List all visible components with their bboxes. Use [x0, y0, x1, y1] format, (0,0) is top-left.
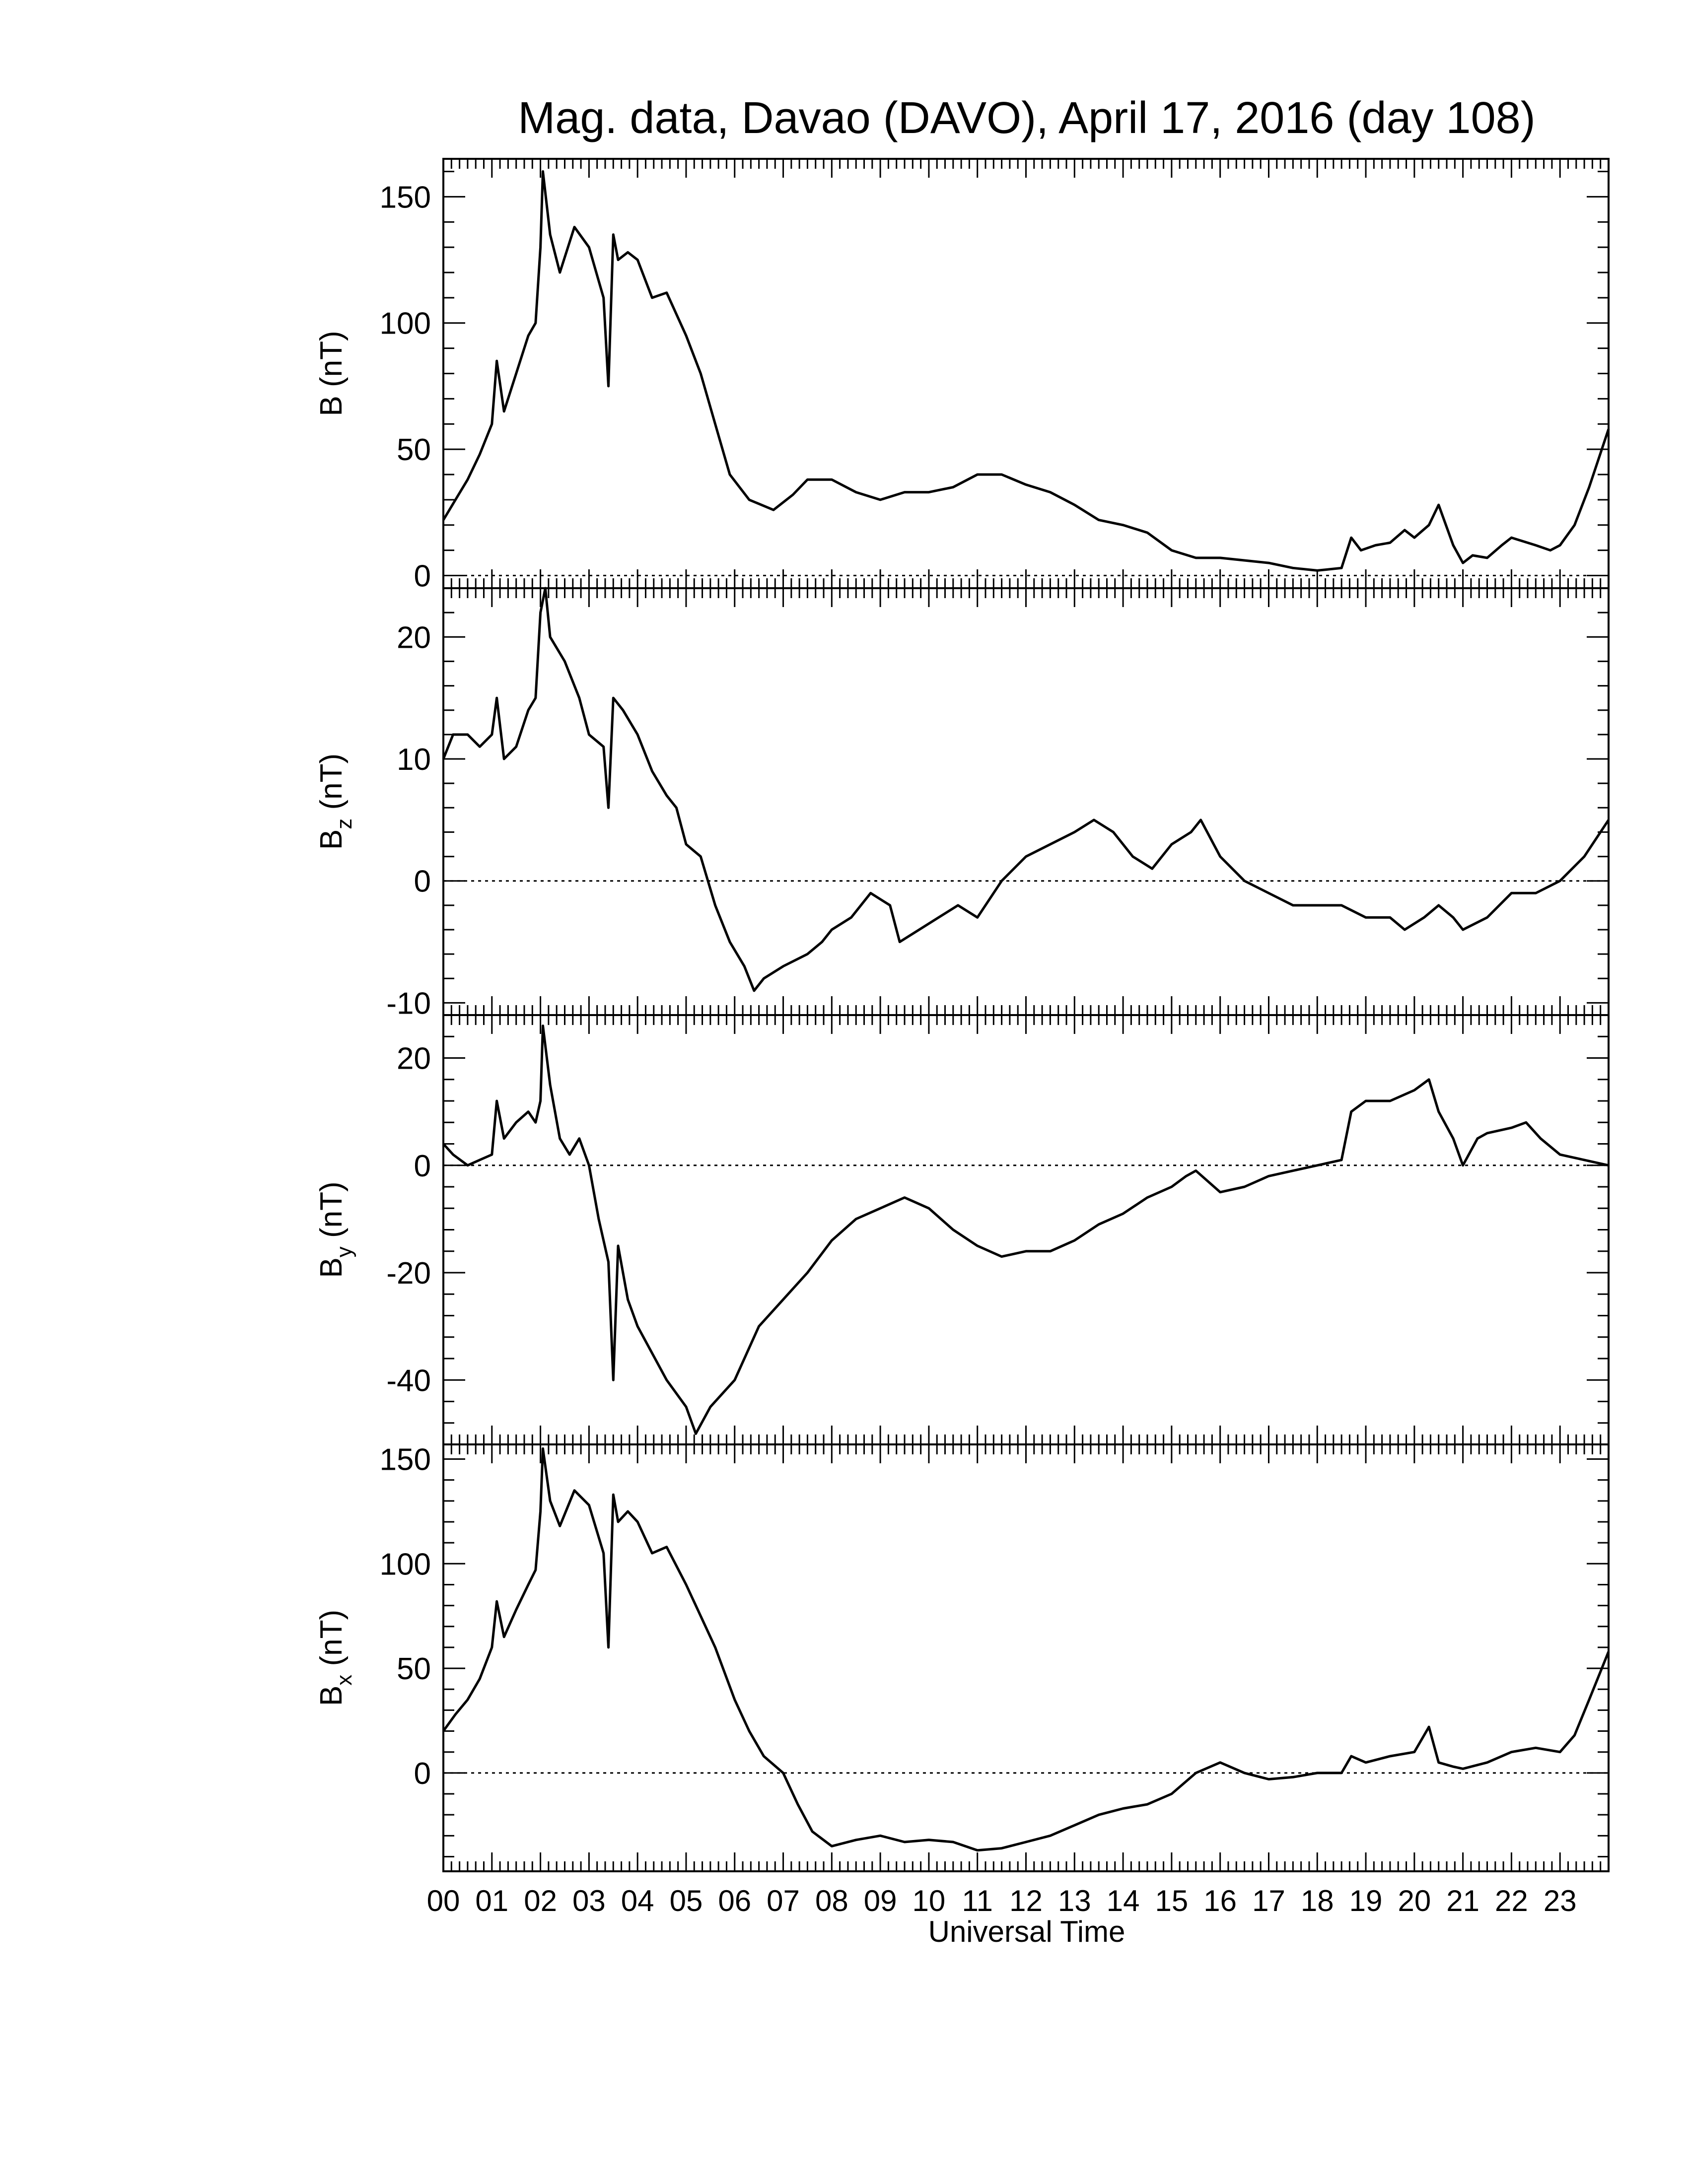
bx-frame: [442, 1443, 1610, 1872]
bx-y-tick-label: 0: [414, 1757, 431, 1791]
x-tick-label: 14: [1107, 1884, 1140, 1917]
x-tick-label: 00: [427, 1884, 460, 1917]
x-tick-label: 10: [913, 1884, 946, 1917]
bz-y-axis-label: Bz (nT): [314, 753, 356, 850]
bx-y-axis-label: Bx (nT): [314, 1610, 356, 1706]
panels: 0 50 100 150 B (nT) -10 0 10 20 Bz (nT) -40 -20 0 20 B…: [314, 158, 1610, 1872]
x-tick-label: 19: [1349, 1884, 1383, 1917]
panel-by: -40 -20 0 20 By (nT): [314, 1014, 1610, 1445]
x-tick-label: 01: [475, 1884, 508, 1917]
by-y-tick-label: -40: [386, 1364, 431, 1398]
chart-title: Mag. data, Davao (DAVO), April 17, 2016 …: [518, 93, 1535, 143]
bx-y-tick-label: 50: [397, 1652, 431, 1686]
x-tick-label: 21: [1446, 1884, 1479, 1917]
bz-y-tick-label: 10: [397, 743, 431, 777]
by-frame: [442, 1014, 1610, 1445]
bz-y-tick-label: 0: [414, 865, 431, 899]
x-tick-label: 09: [864, 1884, 897, 1917]
x-tick-label: 23: [1544, 1884, 1577, 1917]
by-y-axis-label: By (nT): [314, 1181, 356, 1278]
panel-b-total: 0 50 100 150 B (nT): [314, 158, 1610, 594]
bz-y-tick-label: -10: [386, 986, 431, 1021]
bz-y-tick-label: 20: [397, 620, 431, 655]
x-tick-label: 06: [718, 1884, 751, 1917]
panel-bx: 0 50 100 150 Bx (nT): [314, 1443, 1610, 1872]
b-total-y-tick-label: 50: [397, 433, 431, 467]
b-total-y-axis-label: B (nT): [314, 331, 349, 416]
x-tick-label: 18: [1301, 1884, 1334, 1917]
bx-series-line: [442, 1447, 1610, 1852]
by-series-line: [442, 1024, 1609, 1435]
x-tick-labels: 00 01 02 03 04 05 06 07 08 09 10 11 12 13 14 15 16 17 18 19…: [427, 1884, 1577, 1917]
bz-series-line: [442, 587, 1610, 992]
bx-y-tick-label: 150: [380, 1443, 431, 1477]
bx-y-tick-label: 100: [380, 1547, 431, 1581]
x-tick-label: 03: [572, 1884, 606, 1917]
b-total-y-tick-label: 150: [380, 180, 431, 214]
x-tick-label: 07: [767, 1884, 800, 1917]
x-tick-label: 04: [621, 1884, 654, 1917]
b-total-frame: [442, 158, 1610, 589]
b-total-y-tick-label: 0: [414, 559, 431, 594]
x-tick-label: 22: [1495, 1884, 1528, 1917]
x-tick-label: 16: [1203, 1884, 1237, 1917]
by-y-tick-label: 0: [414, 1149, 431, 1183]
x-tick-label: 05: [670, 1884, 703, 1917]
x-tick-label: 13: [1058, 1884, 1091, 1917]
x-tick-label: 17: [1252, 1884, 1285, 1917]
x-tick-label: 02: [524, 1884, 557, 1917]
by-y-tick-label: -20: [386, 1256, 431, 1291]
x-axis-label: Universal Time: [928, 1915, 1125, 1948]
by-y-tick-label: 20: [397, 1042, 431, 1076]
b-total-series-line: [442, 170, 1610, 572]
b-total-y-tick-label: 100: [380, 307, 431, 341]
x-tick-label: 15: [1155, 1884, 1189, 1917]
x-tick-label: 08: [815, 1884, 848, 1917]
x-tick-label: 12: [1009, 1884, 1043, 1917]
x-tick-label: 20: [1398, 1884, 1431, 1917]
panel-bz: -10 0 10 20 Bz (nT): [314, 587, 1610, 1021]
bz-frame: [442, 587, 1610, 1016]
x-tick-label: 11: [962, 1884, 993, 1917]
